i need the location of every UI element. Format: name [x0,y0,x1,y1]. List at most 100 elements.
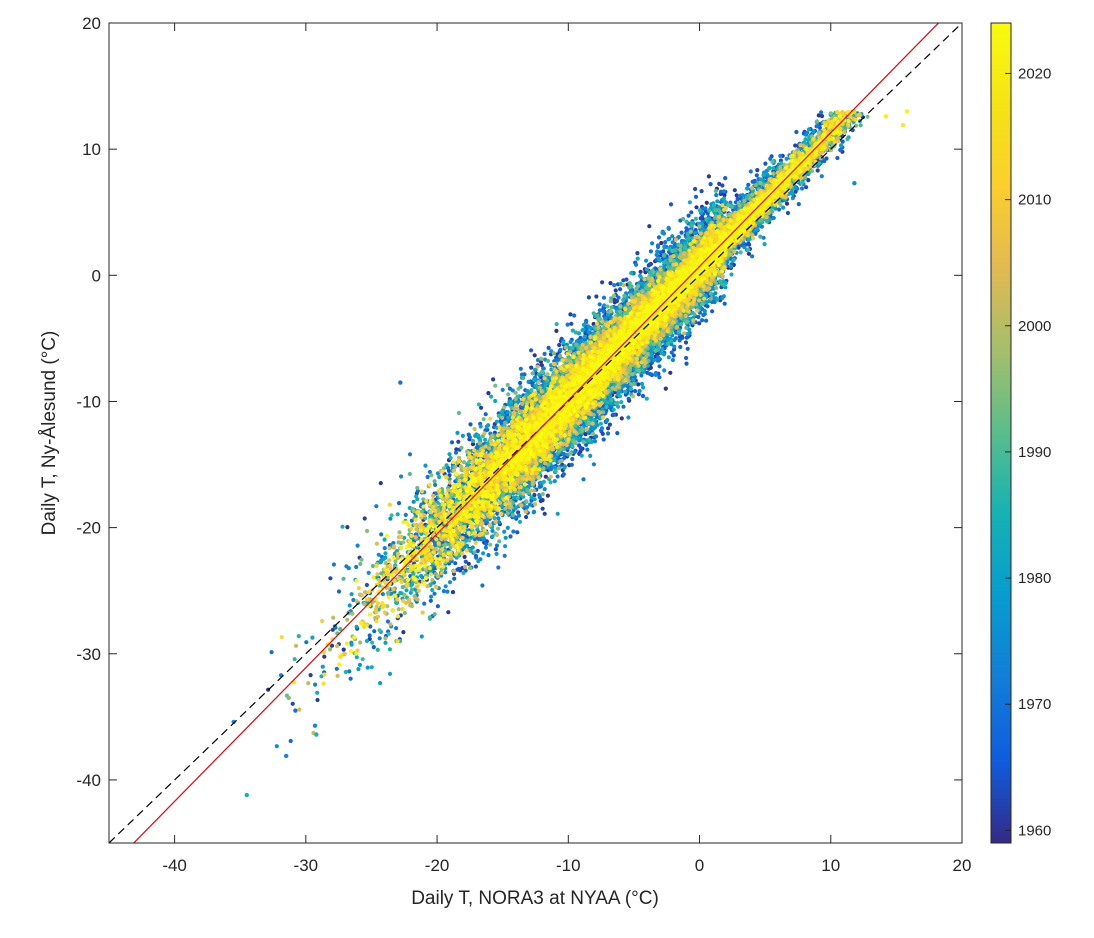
scatter-point [714,193,719,198]
scatter-point [529,348,534,353]
scatter-point [647,262,652,267]
scatter-point [613,288,618,293]
scatter-point [732,188,737,193]
scatter-point [647,224,652,229]
scatter-point [479,405,484,410]
scatter-point [336,589,342,594]
scatter-point [569,321,574,326]
scatter-point [372,629,377,634]
scatter-point [799,186,805,191]
scatter-point [819,174,824,179]
scatter-point [591,462,597,467]
scatter-point [511,529,516,534]
scatter-point [618,287,623,292]
scatter-point [542,511,547,516]
scatter-point [345,525,350,530]
scatter-point [473,564,478,569]
scatter-point [784,201,790,206]
scatter-point [462,554,467,560]
scatter-point [819,110,824,115]
scatter-point [607,422,613,427]
scatter-point [565,322,570,327]
scatter-point [403,512,408,518]
scatter-point [663,386,668,391]
scatter-point [659,240,664,246]
scatter-point [615,431,620,436]
scatter-point [776,207,782,212]
scatter-point [555,474,560,479]
scatter-point [570,456,575,462]
scatter-point [468,422,473,427]
scatter-point [532,492,537,498]
scatter-point [621,404,626,409]
scatter-point [601,437,606,442]
scatter-point [806,178,811,183]
scatter-point [696,314,701,320]
scatter-point [717,181,722,186]
scatter-point [754,173,759,178]
scatter-point [540,498,545,503]
scatter-point [700,318,705,323]
scatter-point [449,440,455,445]
scatter-point [706,174,712,179]
scatter-point [650,241,655,246]
scatter-point [394,626,399,631]
scatter-point [594,294,599,299]
scatter-point [453,450,459,455]
scatter-point [639,373,644,378]
scatter-point [683,340,689,345]
scatter-point [494,543,500,548]
scatter-point [433,482,438,487]
scatter-point [454,447,459,452]
scatter-point [633,389,638,394]
scatter-point [362,516,367,521]
scatter-point [723,176,728,181]
scatter-point [367,633,372,638]
scatter-point [597,308,603,313]
scatter-point [568,312,573,317]
scatter-point [663,240,668,245]
scatter-point [450,590,456,595]
scatter-point [396,501,402,506]
scatter-point [532,353,537,358]
scatter-point [446,610,451,615]
scatter-point [693,194,699,199]
scatter-point [466,561,471,566]
scatter-point [569,462,574,467]
scatter-point [636,382,641,387]
scatter-point [539,363,545,368]
scatter-point [542,351,547,356]
scatter-point [819,114,825,119]
scatter-point [401,630,406,635]
scatter-point [518,380,523,386]
scatter-point [496,565,501,570]
scatter-point [684,226,689,231]
scatter-point [374,504,379,509]
scatter-point [583,432,588,437]
scatter-point [668,202,674,207]
scatter-point [746,182,751,187]
scatter-point [453,561,458,566]
scatter-point [624,277,629,282]
scatter-point [785,210,791,216]
scatter-point [689,210,694,215]
scatter-point [647,371,652,376]
scatter-point [704,200,709,205]
scatter-point [612,297,617,302]
scatter-point [640,393,646,399]
scatter-point [638,269,643,274]
scatter-point [452,576,457,581]
scatter-point [606,426,611,431]
scatter-point [648,249,654,254]
scatter-point [815,168,820,173]
scatter-point [763,161,768,166]
scatter-point [269,650,274,655]
scatter-point [456,566,461,572]
scatter-point [586,295,592,300]
scatter-point [600,280,605,285]
scatter-point [288,738,293,744]
scatter-point [746,251,752,256]
scatter-point [815,123,820,129]
scatter-point [635,251,640,256]
